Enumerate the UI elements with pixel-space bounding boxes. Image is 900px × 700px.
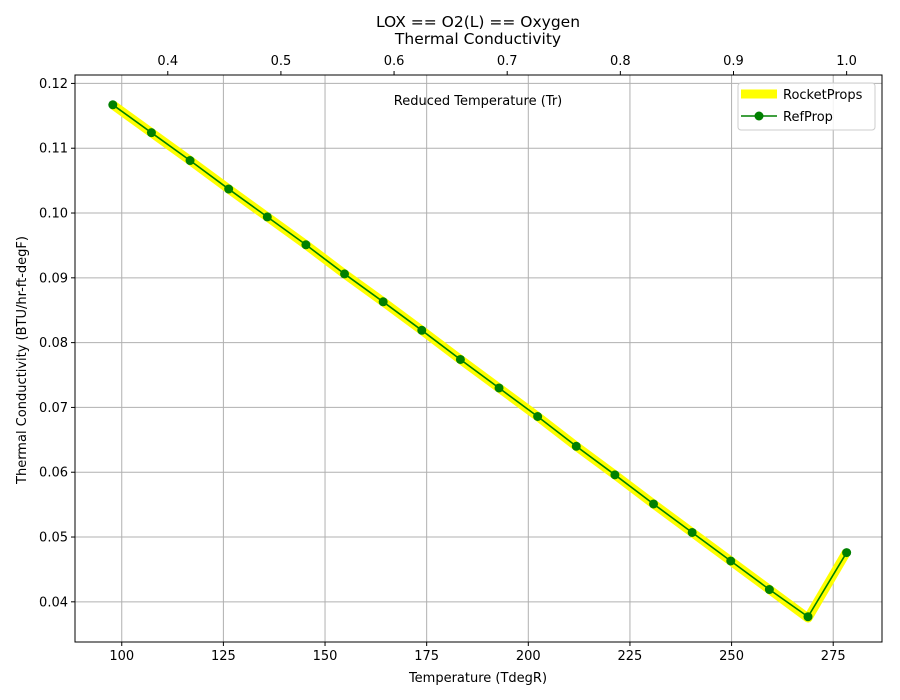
legend-marker-refprop <box>754 111 764 121</box>
data-point-refprop <box>108 100 118 110</box>
chart-subtitle: Thermal Conductivity <box>394 30 561 48</box>
y-tick-label: 0.09 <box>39 271 68 286</box>
bottom-axis: 100 125 150 175 200 225 250 275 <box>109 642 846 664</box>
data-point-refprop <box>378 297 388 307</box>
data-point-refprop <box>185 156 195 166</box>
data-point-refprop <box>340 269 350 279</box>
y-axis-label: Thermal Conductivity (BTU/hr-ft-degF) <box>15 236 30 485</box>
top-tick-label: 0.9 <box>723 54 744 69</box>
series-line-refprop <box>112 104 848 618</box>
data-point-refprop <box>803 612 813 622</box>
y-tick-label: 0.04 <box>39 595 68 610</box>
data-point-refprop <box>649 499 659 509</box>
data-point-refprop <box>146 128 156 138</box>
data-point-refprop <box>764 585 774 595</box>
y-tick-label: 0.12 <box>39 77 68 92</box>
y-tick-label: 0.05 <box>39 531 68 546</box>
series-line-rocketprops <box>110 101 851 623</box>
series-layer <box>108 100 852 623</box>
x-tick-label: 250 <box>719 649 744 664</box>
legend-label-rocketprops: RocketProps <box>783 88 863 103</box>
data-point-refprop <box>687 527 697 537</box>
top-tick-label: 1.0 <box>836 54 857 69</box>
x-tick-label: 275 <box>821 649 846 664</box>
y-tick-label: 0.10 <box>39 207 68 222</box>
data-point-refprop <box>417 325 427 335</box>
y-tick-label: 0.06 <box>39 466 68 481</box>
data-point-refprop <box>262 212 272 222</box>
chart-title: LOX == O2(L) == Oxygen <box>376 13 580 31</box>
data-point-refprop <box>610 470 620 480</box>
top-tick-label: 0.8 <box>610 54 631 69</box>
top-axis: 0.4 0.5 0.6 0.7 0.8 0.9 1.0 <box>157 54 857 75</box>
x-tick-label: 200 <box>516 649 541 664</box>
data-point-refprop <box>533 411 543 421</box>
x-tick-label: 100 <box>109 649 134 664</box>
top-axis-label: Reduced Temperature (Tr) <box>394 94 562 109</box>
top-tick-label: 0.5 <box>271 54 292 69</box>
data-point-refprop <box>571 441 581 451</box>
legend: RocketProps RefProp <box>737 82 876 131</box>
data-point-refprop <box>726 556 736 566</box>
data-point-refprop <box>494 383 504 393</box>
left-axis: 0.04 0.05 0.06 0.07 0.08 0.09 0.10 0.11 0.12 <box>39 77 75 610</box>
data-point-refprop <box>455 354 465 364</box>
data-point-refprop <box>301 240 311 250</box>
plot-frame <box>74 74 883 643</box>
data-point-refprop <box>842 548 852 558</box>
x-axis-label: Temperature (TdegR) <box>408 671 547 686</box>
y-tick-label: 0.11 <box>39 142 68 157</box>
x-tick-label: 125 <box>211 649 236 664</box>
top-tick-label: 0.6 <box>384 54 405 69</box>
y-tick-label: 0.08 <box>39 336 68 351</box>
x-tick-label: 225 <box>618 649 643 664</box>
y-tick-label: 0.07 <box>39 401 68 416</box>
legend-label-refprop: RefProp <box>783 110 833 125</box>
top-tick-label: 0.7 <box>497 54 518 69</box>
x-tick-label: 150 <box>313 649 338 664</box>
top-tick-label: 0.4 <box>157 54 178 69</box>
grid <box>75 75 882 642</box>
x-tick-label: 175 <box>414 649 439 664</box>
data-point-refprop <box>224 184 234 194</box>
